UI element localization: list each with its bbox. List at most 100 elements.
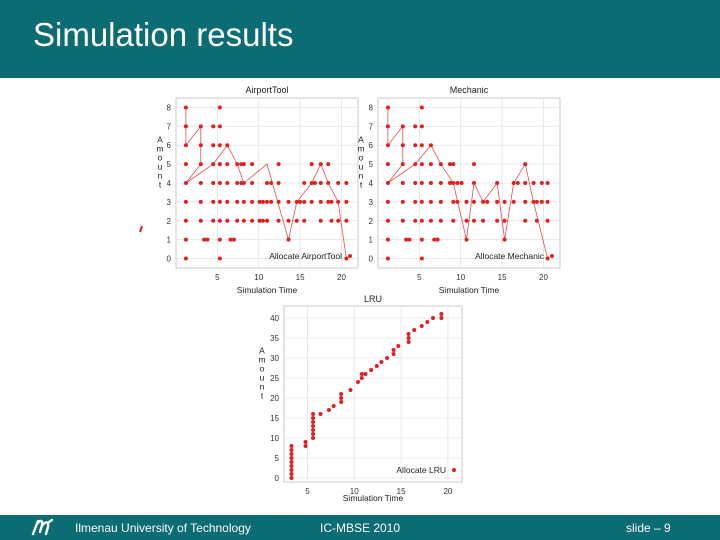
y-axis-label-letter: t [360,180,363,190]
university-logo-icon [31,518,54,536]
data-point [198,218,203,223]
data-point [451,218,456,223]
data-point [495,181,500,185]
data-point [385,162,390,167]
data-point [419,162,424,167]
data-point [225,199,230,204]
data-point [217,105,222,110]
data-point [311,436,316,440]
data-point [217,199,222,204]
data-point [413,162,418,167]
data-point [183,181,188,185]
data-point [211,124,216,129]
y-tick-label: 3 [167,198,172,207]
data-point [276,199,281,204]
data-point [326,162,331,167]
data-point [294,199,299,204]
data-point [511,181,516,185]
y-tick-label: 0 [275,474,280,483]
data-point [385,124,390,129]
x-axis-label: Simulation Time [237,285,298,295]
data-point [289,468,294,472]
data-point [348,388,353,392]
data-point [217,181,222,185]
data-point [311,424,316,428]
y-axis-label-letter: n [359,171,364,181]
data-point [318,162,323,167]
y-axis-label-letter: A [358,135,364,145]
data-point [198,124,203,129]
data-point [471,181,476,185]
y-axis-label-letter: u [158,162,163,172]
y-tick-label: 1 [369,236,374,245]
mechanic-chart: 0 1 2 3 4 5 6 7 8 5 10 15 20 Mechanic Simulation Time A… [357,85,561,295]
data-point [438,181,443,185]
footer-university: Ilmenau University of Technology [75,521,251,535]
data-point [294,218,299,223]
data-point [459,181,464,185]
data-point [312,181,317,185]
data-point [250,199,255,204]
y-tick-label: 4 [369,179,374,188]
data-point [331,404,336,408]
data-point [269,181,274,185]
y-axis-label-letter: o [260,364,265,374]
data-point [385,181,390,185]
legend-marker [452,468,456,472]
data-point [339,400,344,404]
data-point [412,328,417,332]
x-tick-label: 15 [498,273,507,282]
data-point [228,237,233,242]
x-tick-label: 10 [350,487,359,496]
x-tick-label: 10 [254,273,263,282]
data-point [183,105,188,110]
legend-label: Allocate AirportTool [269,251,342,261]
data-point [336,218,341,223]
data-point [413,181,418,185]
y-tick-label: 10 [270,434,279,443]
x-axis-label: Simulation Time [439,285,500,295]
data-point [183,237,188,242]
data-point [385,237,390,242]
data-point [225,181,230,185]
x-tick-label: 5 [417,273,422,282]
data-point [400,162,405,167]
data-point [413,124,418,129]
footer-conference: IC-MBSE 2010 [320,521,401,535]
data-point [363,372,368,376]
y-tick-label: 2 [369,217,374,226]
stray-mark [139,225,143,233]
lru-chart: 0 5 10 15 20 25 30 35 40 5 10 15 20 LRU Simulation Tim… [258,294,463,503]
data-point [344,218,349,223]
data-point [344,256,349,261]
data-point [400,143,405,148]
data-point [286,237,291,242]
data-point [217,143,222,148]
data-point [406,332,411,336]
y-tick-label: 5 [275,454,280,463]
data-point [531,199,536,204]
data-point [225,218,230,223]
data-point [211,218,216,223]
series-line [387,107,548,259]
y-tick-label: 8 [369,103,374,112]
data-point [241,218,246,223]
data-point [225,143,230,148]
data-point [419,124,424,129]
data-point [198,143,203,148]
data-point [481,218,486,223]
chart-title: Mechanic [450,85,489,95]
data-point [311,412,316,416]
data-point [523,162,528,167]
data-point [302,218,307,223]
y-tick-label: 7 [369,122,374,131]
data-point [502,218,507,223]
data-point [289,464,294,468]
data-point [235,162,240,167]
data-point [391,348,396,352]
data-point [539,181,544,185]
data-point [205,237,210,242]
data-point [303,444,308,448]
data-point [183,162,188,167]
